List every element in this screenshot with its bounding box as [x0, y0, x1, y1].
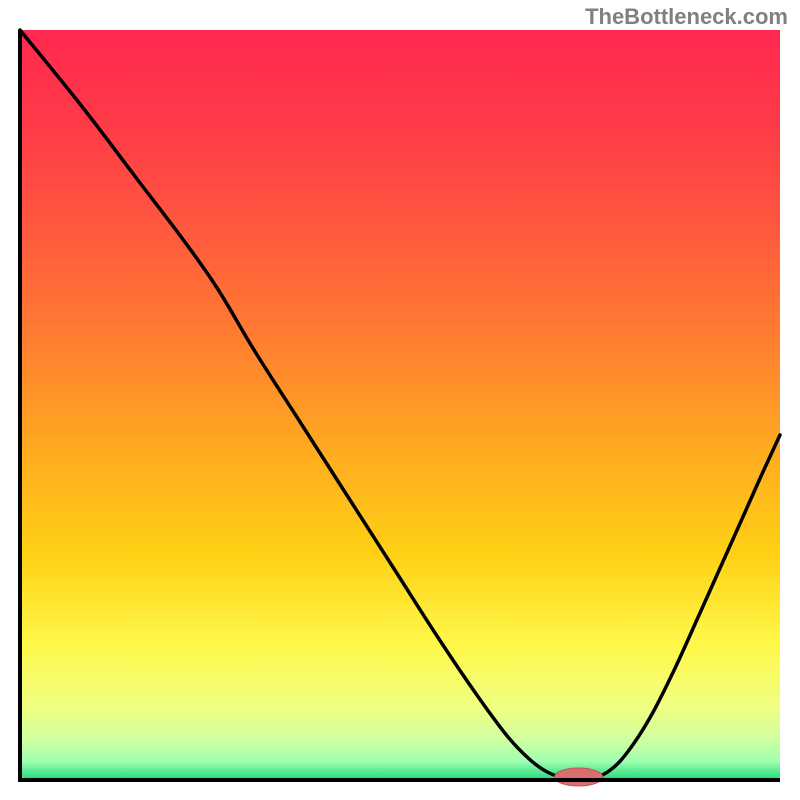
chart-container: TheBottleneck.com [0, 0, 800, 800]
optimal-marker [555, 768, 603, 786]
bottleneck-chart [0, 0, 800, 800]
watermark-text: TheBottleneck.com [585, 4, 788, 30]
plot-background [20, 30, 780, 780]
